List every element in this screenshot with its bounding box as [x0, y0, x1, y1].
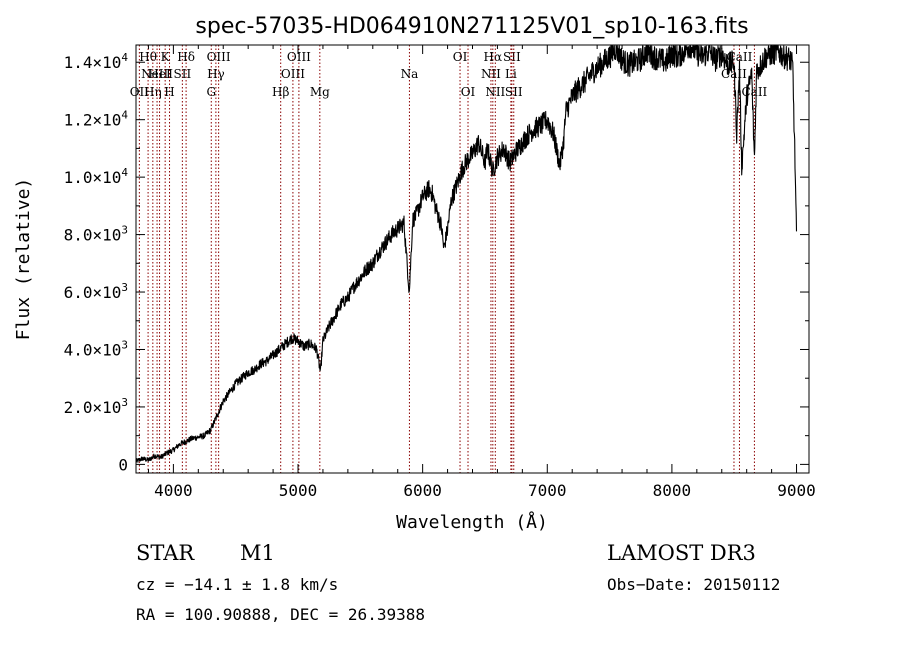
- y-tick-label: 1.4×104: [64, 51, 129, 72]
- spectral-line-label: Hδ: [177, 50, 195, 64]
- spectral-line-label: SII: [505, 85, 523, 99]
- x-axis: 4000 5000 6000 7000 8000 9000: [147, 45, 816, 500]
- y-tick-mantissa: 4.0×10: [64, 340, 122, 359]
- redshift-text: cz = −14.1 ± 1.8 km/s: [136, 575, 338, 594]
- y-tick-exponent: 3: [121, 224, 128, 237]
- coordinates-text: RA = 100.90888, DEC = 26.39388: [136, 605, 425, 624]
- x-tick-label: 8000: [653, 481, 692, 500]
- spectral-line-label: SII: [503, 50, 521, 64]
- y-tick-mantissa: 2.0×10: [64, 398, 122, 417]
- spectral-line-label: SII: [174, 67, 192, 81]
- spectral-line-label: Hα: [484, 50, 503, 64]
- y-tick-label: 1.0×104: [64, 166, 129, 187]
- spectral-line-label: OI: [453, 50, 468, 64]
- spectral-line-label: CaII: [741, 85, 767, 99]
- spectral-line-label: H: [164, 85, 174, 99]
- y-tick-mantissa: 1.0×10: [64, 168, 122, 187]
- spectral-line-label: OII: [130, 85, 150, 99]
- object-class: STAR: [136, 541, 195, 565]
- object-subclass: M1: [240, 541, 275, 565]
- spectral-line-label: Hβ: [272, 85, 289, 99]
- spectral-line-label: K: [161, 50, 171, 64]
- spectral-line-label: Mg: [310, 85, 330, 99]
- x-tick-label: 9000: [777, 481, 816, 500]
- y-tick-exponent: 4: [121, 166, 128, 179]
- chart-title: spec-57035-HD064910N271125V01_sp10-163.f…: [195, 14, 748, 39]
- spectral-line-label: OIII: [287, 50, 311, 64]
- spectral-line-label: G: [206, 85, 216, 99]
- y-tick-label: 1.2×104: [64, 109, 129, 130]
- x-tick-label: 5000: [279, 481, 318, 500]
- y-tick-label: 4.0×103: [64, 338, 128, 359]
- y-tick-exponent: 3: [121, 281, 128, 294]
- spectral-line-label: NII: [481, 67, 501, 81]
- y-tick-exponent: 3: [121, 396, 128, 409]
- spectral-line-label: Hη: [144, 85, 162, 99]
- y-tick-mantissa: 0: [118, 455, 128, 474]
- spectrum-line: [135, 45, 798, 463]
- spectral-line-label: OIII: [207, 50, 231, 64]
- x-tick-label: 4000: [154, 481, 193, 500]
- spectral-line-label: NII: [485, 85, 505, 99]
- y-tick-mantissa: 6.0×10: [64, 283, 122, 302]
- y-tick-mantissa: 1.4×10: [64, 53, 122, 72]
- x-tick-label: 6000: [403, 481, 442, 500]
- x-tick-label: 7000: [528, 481, 567, 500]
- y-tick-label: 8.0×103: [64, 224, 128, 245]
- y-tick-label: 2.0×103: [64, 396, 128, 417]
- plot-frame: [135, 44, 810, 474]
- y-tick-mantissa: 8.0×10: [64, 226, 122, 245]
- y-tick-exponent: 4: [121, 51, 128, 64]
- observation-date: Obs−Date: 20150112: [607, 575, 780, 594]
- spectral-line-label: Li: [505, 67, 517, 81]
- spectral-line-label: OI: [461, 85, 476, 99]
- spectral-line-markers: OIIHθHηNeIIIHeIKHSIIHδGHγOIIIHβOIIIOIIIM…: [130, 45, 768, 473]
- y-axis: 02.0×1034.0×1036.0×1038.0×1031.0×1041.2×…: [64, 51, 809, 474]
- spectral-line-label: Hγ: [207, 67, 225, 81]
- y-tick-exponent: 3: [121, 338, 128, 351]
- y-tick-label: 6.0×103: [64, 281, 128, 302]
- survey-name: LAMOST DR3: [607, 541, 756, 565]
- y-axis-label: Flux (relative): [13, 178, 34, 341]
- spectral-line-label: Na: [401, 67, 419, 81]
- spectral-line-label: HeI: [148, 67, 171, 81]
- y-tick-exponent: 4: [121, 109, 128, 122]
- y-tick-mantissa: 1.2×10: [64, 111, 122, 130]
- x-axis-label: Wavelength (Å): [396, 511, 548, 533]
- y-tick-label: 0: [118, 455, 128, 474]
- spectral-line-label: OIII: [281, 67, 305, 81]
